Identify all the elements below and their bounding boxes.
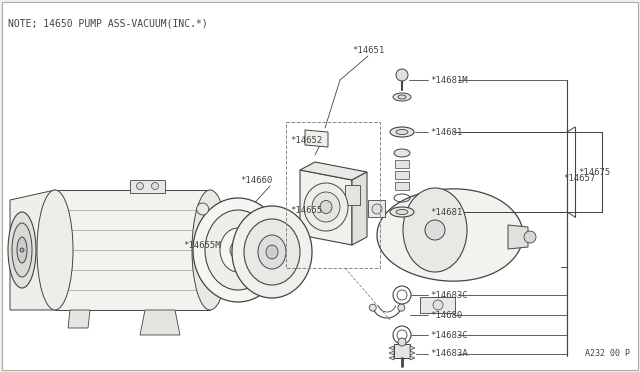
Circle shape xyxy=(152,183,159,189)
Polygon shape xyxy=(395,171,409,179)
Circle shape xyxy=(398,338,406,346)
Ellipse shape xyxy=(258,235,286,269)
Polygon shape xyxy=(300,170,352,245)
Text: *14655: *14655 xyxy=(290,205,323,215)
Text: NOTE; 14650 PUMP ASS-VACUUM(INC.*): NOTE; 14650 PUMP ASS-VACUUM(INC.*) xyxy=(8,18,208,28)
Ellipse shape xyxy=(193,198,283,302)
Ellipse shape xyxy=(390,207,414,217)
Text: *14675: *14675 xyxy=(578,167,611,176)
Polygon shape xyxy=(352,172,367,245)
Ellipse shape xyxy=(320,201,332,214)
Text: *14680: *14680 xyxy=(430,311,462,320)
Text: *14681: *14681 xyxy=(430,208,462,217)
Polygon shape xyxy=(300,162,367,180)
Circle shape xyxy=(268,285,279,297)
Text: *14683A: *14683A xyxy=(430,350,468,359)
Ellipse shape xyxy=(266,245,278,259)
Polygon shape xyxy=(395,182,409,190)
Text: *14681M: *14681M xyxy=(430,76,468,84)
Circle shape xyxy=(20,248,24,252)
Text: *14652: *14652 xyxy=(290,135,323,144)
Text: *14657: *14657 xyxy=(563,174,595,183)
Text: *14655M: *14655M xyxy=(183,241,221,250)
Ellipse shape xyxy=(394,149,410,157)
Ellipse shape xyxy=(192,190,228,310)
Ellipse shape xyxy=(220,228,256,272)
Ellipse shape xyxy=(199,214,221,286)
Circle shape xyxy=(524,231,536,243)
Ellipse shape xyxy=(304,183,348,231)
Circle shape xyxy=(196,203,209,215)
Circle shape xyxy=(372,204,382,214)
Ellipse shape xyxy=(12,223,32,277)
Ellipse shape xyxy=(8,212,36,288)
Polygon shape xyxy=(389,346,394,350)
Polygon shape xyxy=(130,180,165,193)
Polygon shape xyxy=(389,351,394,355)
Polygon shape xyxy=(410,356,415,360)
Circle shape xyxy=(398,304,404,311)
Ellipse shape xyxy=(37,190,73,310)
Polygon shape xyxy=(394,344,410,358)
Polygon shape xyxy=(389,356,394,360)
Ellipse shape xyxy=(398,95,406,99)
Circle shape xyxy=(369,304,376,311)
Polygon shape xyxy=(305,130,328,147)
Polygon shape xyxy=(508,225,528,249)
Polygon shape xyxy=(68,310,90,328)
Text: *14681: *14681 xyxy=(430,128,462,137)
Ellipse shape xyxy=(232,206,312,298)
Text: *14651: *14651 xyxy=(352,45,384,55)
Ellipse shape xyxy=(205,235,214,265)
Text: *14683C: *14683C xyxy=(430,291,468,299)
Polygon shape xyxy=(345,185,360,205)
Circle shape xyxy=(136,183,143,189)
Polygon shape xyxy=(377,189,523,281)
Ellipse shape xyxy=(390,127,414,137)
Ellipse shape xyxy=(17,237,27,263)
Ellipse shape xyxy=(403,188,467,272)
Text: *14660: *14660 xyxy=(240,176,272,185)
Circle shape xyxy=(425,220,445,240)
Polygon shape xyxy=(395,160,409,168)
Polygon shape xyxy=(420,297,455,313)
Ellipse shape xyxy=(244,219,300,285)
Circle shape xyxy=(396,69,408,81)
Polygon shape xyxy=(410,351,415,355)
Polygon shape xyxy=(140,310,180,335)
Ellipse shape xyxy=(312,192,340,222)
Text: A232 00 P: A232 00 P xyxy=(585,349,630,358)
Polygon shape xyxy=(10,190,55,310)
Polygon shape xyxy=(410,346,415,350)
Ellipse shape xyxy=(205,210,271,290)
Ellipse shape xyxy=(230,241,246,259)
Ellipse shape xyxy=(396,129,408,135)
Ellipse shape xyxy=(393,93,411,101)
Polygon shape xyxy=(55,190,210,310)
Circle shape xyxy=(433,300,443,310)
Text: *14683C: *14683C xyxy=(430,330,468,340)
Ellipse shape xyxy=(396,209,408,215)
Polygon shape xyxy=(368,200,385,217)
